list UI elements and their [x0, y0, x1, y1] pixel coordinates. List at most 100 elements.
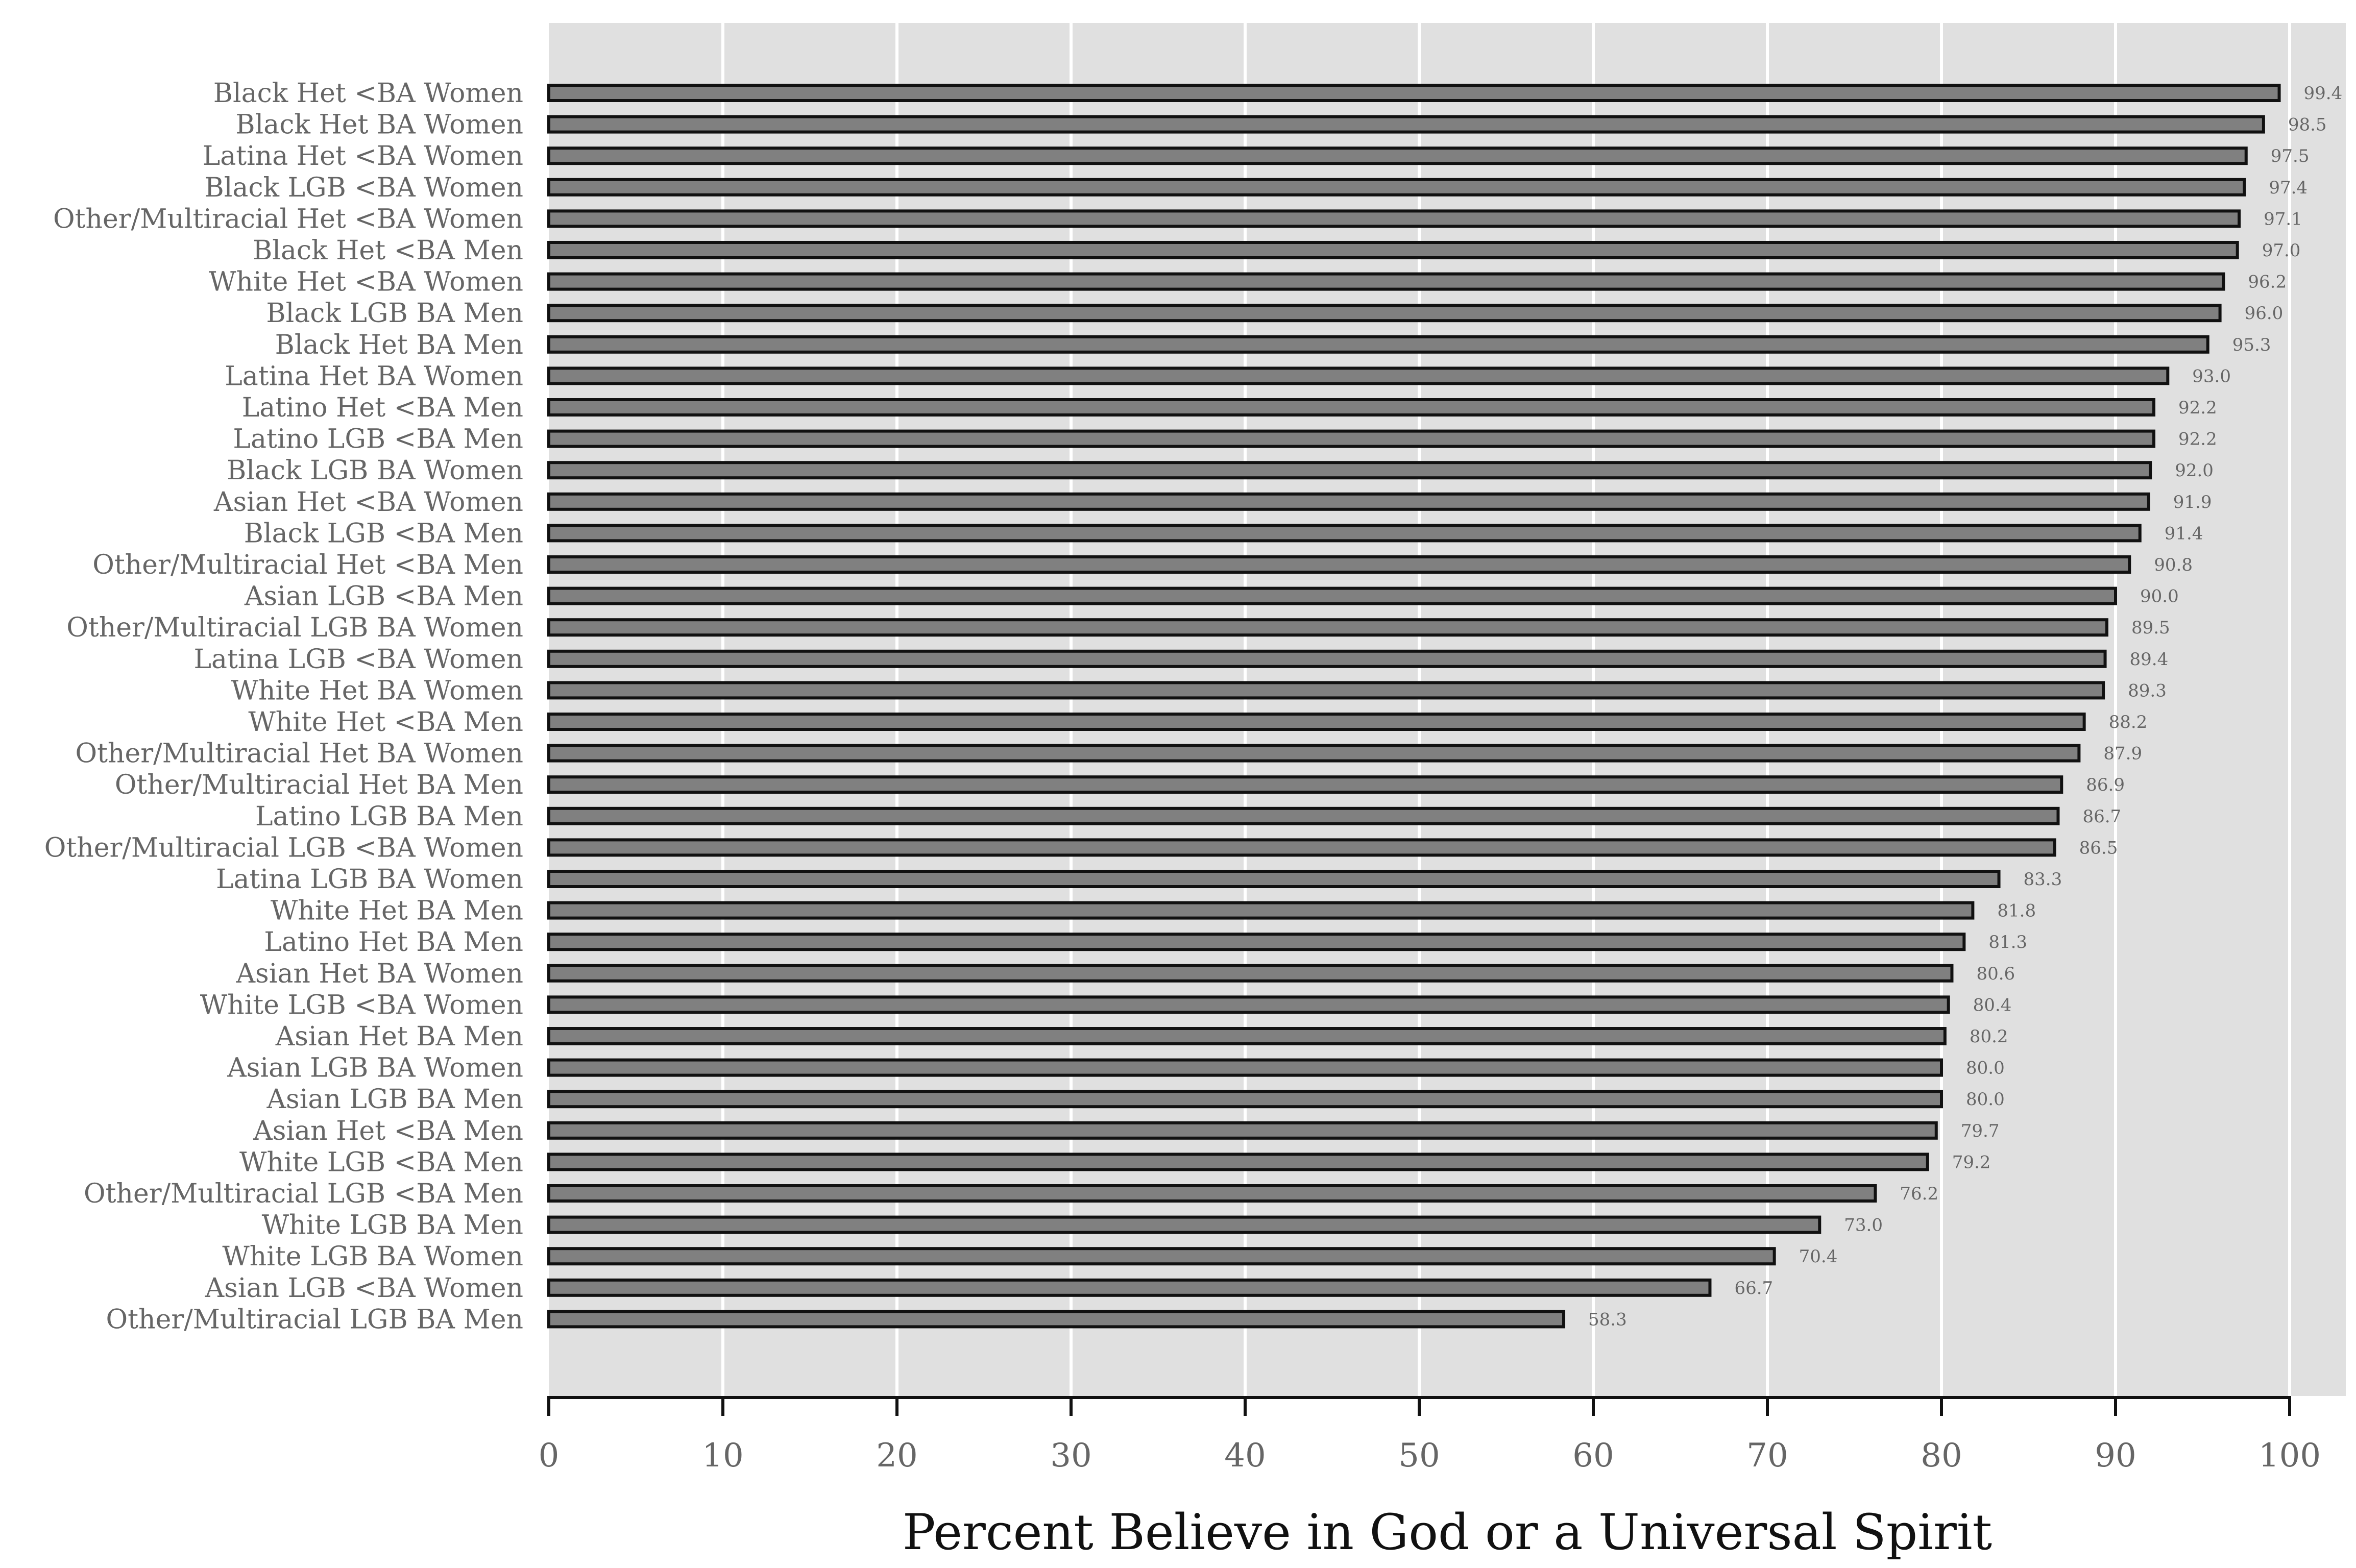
bar	[547, 1058, 1943, 1077]
category-label: Other/Multiracial LGB BA Men	[106, 1304, 523, 1335]
value-label: 58.3	[1588, 1309, 1627, 1330]
value-label: 86.9	[2086, 775, 2125, 795]
x-tick-label: 40	[1224, 1437, 1266, 1475]
value-label: 89.3	[2128, 680, 2167, 701]
bar	[547, 838, 2056, 857]
bar	[547, 84, 2281, 102]
bar	[547, 649, 2107, 668]
bar	[547, 115, 2265, 134]
category-label: Other/Multiracial LGB <BA Women	[44, 832, 523, 863]
value-label: 76.2	[1900, 1184, 1938, 1204]
value-label: 79.7	[1961, 1121, 2000, 1141]
bar	[547, 335, 2209, 354]
bar	[547, 1310, 1566, 1329]
category-label: Asian Het BA Men	[275, 1021, 523, 1052]
category-label: Latina LGB BA Women	[216, 864, 523, 895]
value-label: 91.4	[2165, 523, 2203, 544]
bar	[547, 366, 2170, 385]
category-label: Other/Multiracial LGB BA Women	[66, 612, 523, 643]
category-label: Other/Multiracial Het BA Women	[76, 739, 523, 769]
value-label: 66.7	[1734, 1278, 1773, 1298]
x-tick-label: 90	[2095, 1437, 2136, 1475]
value-label: 96.0	[2245, 303, 2284, 324]
value-label: 89.5	[2131, 618, 2170, 638]
category-label: White Het BA Men	[271, 896, 523, 926]
category-label: Latina Het <BA Women	[203, 141, 523, 172]
bar	[547, 398, 2156, 416]
value-label: 92.2	[2178, 429, 2217, 450]
category-label: White Het BA Women	[231, 675, 523, 706]
value-label: 98.5	[2288, 115, 2327, 135]
value-label: 92.2	[2178, 398, 2217, 418]
bar	[547, 744, 2081, 763]
bar	[547, 461, 2152, 480]
value-label: 79.2	[1952, 1152, 1991, 1172]
value-label: 83.3	[2024, 869, 2062, 890]
value-label: 80.2	[1970, 1026, 2008, 1047]
bar	[547, 681, 2105, 700]
value-label: 97.0	[2262, 240, 2301, 261]
category-label: Latino LGB BA Men	[255, 801, 523, 832]
category-label: Asian LGB <BA Women	[205, 1273, 523, 1304]
value-label: 80.0	[1966, 1058, 2005, 1079]
x-tick-label: 100	[2258, 1437, 2321, 1475]
x-axis: 0 10 20 30 40 50 60 70 80 90 100	[539, 1396, 2321, 1475]
category-label: Latina LGB <BA Women	[193, 644, 523, 675]
bar	[547, 1278, 1712, 1297]
x-tick-label: 30	[1050, 1437, 1091, 1475]
category-label: Black Het <BA Women	[213, 78, 523, 109]
bar	[547, 146, 2248, 165]
category-label: Black Het <BA Men	[253, 235, 523, 266]
bar	[547, 1247, 1776, 1266]
bar	[547, 1027, 1947, 1045]
value-label: 88.2	[2109, 712, 2148, 732]
bar	[547, 1184, 1877, 1203]
bar	[547, 870, 2001, 888]
category-label: Black Het BA Men	[275, 330, 523, 360]
bar	[547, 806, 2060, 825]
category-label: White Het <BA Men	[248, 707, 523, 738]
category-label: Latina Het BA Women	[225, 361, 523, 391]
category-label: Asian LGB <BA Men	[244, 581, 523, 612]
value-label: 86.7	[2082, 806, 2121, 827]
bar	[547, 1153, 1929, 1171]
category-label: Other/Multiracial Het BA Men	[115, 770, 523, 800]
value-label: 87.9	[2103, 744, 2142, 764]
value-label: 97.4	[2269, 178, 2308, 198]
value-label: 89.4	[2130, 649, 2169, 670]
category-label: White LGB BA Men	[262, 1210, 523, 1241]
bar	[547, 241, 2239, 259]
x-tick-label: 80	[1921, 1437, 1962, 1475]
value-label: 80.0	[1966, 1089, 2005, 1110]
category-label: Black LGB <BA Men	[244, 518, 523, 549]
bar	[547, 775, 2063, 794]
bars	[547, 84, 2281, 1329]
category-label: Black LGB BA Men	[266, 298, 523, 329]
bar	[547, 304, 2222, 323]
value-label: 97.1	[2264, 209, 2302, 229]
value-label: 96.2	[2248, 272, 2287, 292]
value-label: 91.9	[2173, 492, 2212, 512]
value-label: 95.3	[2232, 335, 2271, 355]
bar	[547, 1215, 1821, 1234]
bar	[547, 429, 2156, 448]
category-label: Other/Multiracial Het <BA Women	[53, 204, 523, 234]
category-label: White LGB <BA Men	[239, 1147, 523, 1178]
category-label: Black LGB <BA Women	[205, 173, 523, 203]
bar	[547, 995, 1950, 1014]
value-label: 97.5	[2271, 146, 2310, 166]
bar	[547, 713, 2086, 731]
category-label: Latino LGB <BA Men	[233, 424, 523, 455]
bar	[547, 1090, 1943, 1109]
category-label: White LGB BA Women	[222, 1241, 523, 1272]
bar	[547, 272, 2225, 291]
value-label: 99.4	[2304, 83, 2343, 104]
x-tick-label: 20	[876, 1437, 917, 1475]
category-label: Other/Multiracial LGB <BA Men	[84, 1179, 523, 1209]
bar	[547, 524, 2142, 543]
value-label: 90.8	[2154, 555, 2193, 575]
x-tick-label: 70	[1746, 1437, 1788, 1475]
value-label: 93.0	[2192, 366, 2231, 386]
bar	[547, 1121, 1938, 1140]
bar	[547, 586, 2117, 605]
